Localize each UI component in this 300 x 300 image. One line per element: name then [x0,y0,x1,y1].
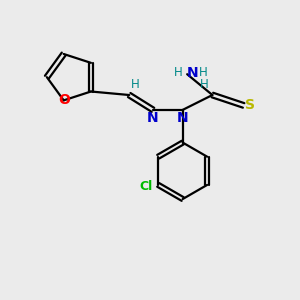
Text: O: O [58,93,70,107]
Text: N: N [187,66,198,80]
Text: S: S [245,98,255,112]
Text: H: H [131,78,140,91]
Text: N: N [147,111,159,125]
Text: Cl: Cl [139,180,152,193]
Text: H: H [199,66,208,79]
Text: H: H [174,66,183,79]
Text: H: H [200,78,208,91]
Text: N: N [177,111,188,125]
